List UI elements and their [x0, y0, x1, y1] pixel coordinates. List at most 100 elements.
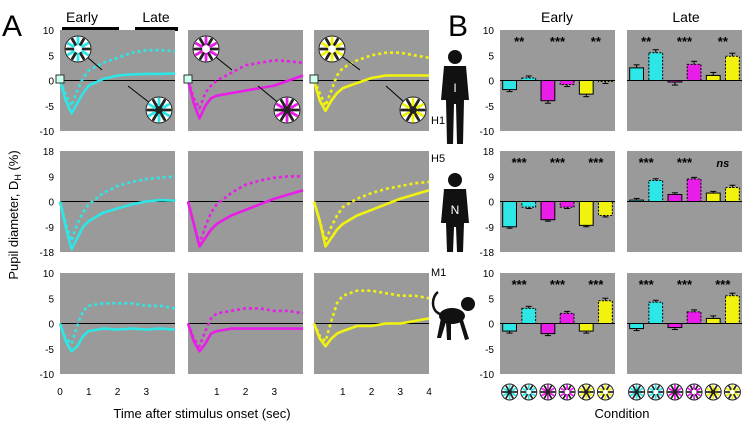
- icon-petal: [562, 393, 567, 399]
- subject-label-m1: M1: [431, 267, 446, 279]
- condition-icon: [577, 383, 595, 401]
- icon-petal: [581, 385, 586, 391]
- monkey-silhouette: [431, 290, 475, 340]
- baseline-marker: [309, 74, 319, 84]
- a-series-line: [58, 323, 176, 353]
- condition-icon: [704, 383, 722, 401]
- a-late-label: Late: [142, 9, 169, 25]
- icon-petal: [413, 112, 420, 121]
- a-series-line: [312, 189, 430, 248]
- icon-petal: [521, 392, 528, 397]
- a-early-bar: [62, 27, 119, 31]
- icon-petal: [725, 392, 731, 397]
- a-x-tick-label: 3: [143, 387, 149, 398]
- a-series-line: [58, 48, 176, 108]
- silhouette-letter-n: N: [451, 203, 460, 217]
- icon-petal: [321, 49, 330, 56]
- condition-icon: [539, 383, 557, 401]
- b-bar: [559, 80, 575, 86]
- icon-petal: [67, 49, 76, 56]
- b-significance-marker: ***: [588, 155, 604, 170]
- a-late-bar: [135, 27, 178, 31]
- b-bar: [725, 186, 740, 203]
- a-x-tick-label: 3: [271, 387, 277, 398]
- icon-petal: [208, 49, 217, 56]
- icon-petal: [415, 110, 424, 117]
- icon-petal: [530, 387, 536, 392]
- a-y-tick-label: 5: [48, 294, 54, 305]
- a-y-tick-label: -18: [40, 248, 55, 259]
- a-y-tick-label: 10: [43, 26, 55, 37]
- icon-petal: [199, 38, 206, 47]
- icon-petal: [657, 392, 663, 397]
- icon-petal: [159, 112, 166, 121]
- icon-petal: [560, 387, 566, 392]
- icon-petal: [406, 112, 413, 121]
- icon-petal: [689, 385, 694, 391]
- condition-icon: [596, 383, 614, 401]
- icon-petal: [714, 392, 721, 397]
- a-series-line: [312, 317, 430, 348]
- b-bar: [540, 323, 556, 335]
- icon-petal: [280, 112, 287, 121]
- b-y-tick-label: -10: [480, 127, 495, 138]
- b-bar: [502, 80, 517, 91]
- icon-petal: [656, 393, 661, 399]
- icon-petal: [601, 385, 605, 391]
- icon-petal: [708, 393, 713, 399]
- icon-petal: [505, 393, 510, 399]
- icon-petal: [586, 393, 591, 399]
- b-bar: [667, 323, 683, 329]
- a-y-tick-label: 9: [48, 172, 54, 183]
- b-significance-marker: **: [718, 34, 729, 49]
- icon-petal: [567, 393, 572, 399]
- icon-petal: [657, 387, 663, 392]
- a-x-tick-label: 1: [86, 387, 92, 398]
- condition-icon: [628, 383, 646, 401]
- icon-petal: [541, 387, 547, 392]
- icon-petal: [568, 392, 574, 397]
- icon-petal: [67, 42, 76, 49]
- b-x-axis-label: Condition: [595, 406, 650, 421]
- a-y-tick-label: 10: [43, 269, 55, 280]
- icon-center: [526, 389, 532, 395]
- icon-petal: [78, 51, 85, 60]
- a-series-line: [58, 198, 176, 251]
- icon-petal: [675, 385, 680, 391]
- icon-petal: [695, 387, 701, 392]
- icon-center: [564, 389, 570, 395]
- icon-center: [710, 389, 716, 395]
- icon-petal: [606, 392, 613, 397]
- icon-petal: [598, 387, 604, 392]
- baseline-marker: [55, 74, 65, 84]
- icon-petal: [548, 393, 553, 399]
- stimulus-icon: [273, 96, 301, 124]
- a-series-line: [312, 74, 429, 113]
- icon-petal: [71, 51, 78, 60]
- b-y-tick-label: 0: [488, 77, 494, 88]
- icon-petal: [587, 387, 594, 392]
- icon-petal: [152, 99, 159, 108]
- b-significance-marker: ***: [512, 155, 528, 170]
- icon-petal: [206, 51, 213, 60]
- icon-petal: [725, 387, 731, 392]
- icon-petal: [689, 393, 694, 399]
- icon-petal: [206, 38, 213, 47]
- icon-petal: [632, 385, 637, 391]
- b-significance-marker: **: [641, 34, 652, 49]
- icon-petal: [606, 387, 613, 392]
- b-significance-marker: ***: [715, 277, 731, 292]
- condition-icon-row: [501, 383, 741, 401]
- icon-petal: [638, 387, 644, 392]
- icon-petal: [732, 385, 737, 391]
- icon-petal: [199, 51, 206, 60]
- a-y-tick-label: -5: [45, 102, 54, 113]
- icon-petal: [287, 112, 294, 121]
- icon-petal: [541, 392, 547, 397]
- b-y-tick-label: 10: [483, 26, 495, 37]
- b-late-label: Late: [672, 9, 699, 25]
- icon-petal: [505, 385, 510, 391]
- icon-petal: [521, 387, 528, 392]
- b-bar: [540, 80, 556, 102]
